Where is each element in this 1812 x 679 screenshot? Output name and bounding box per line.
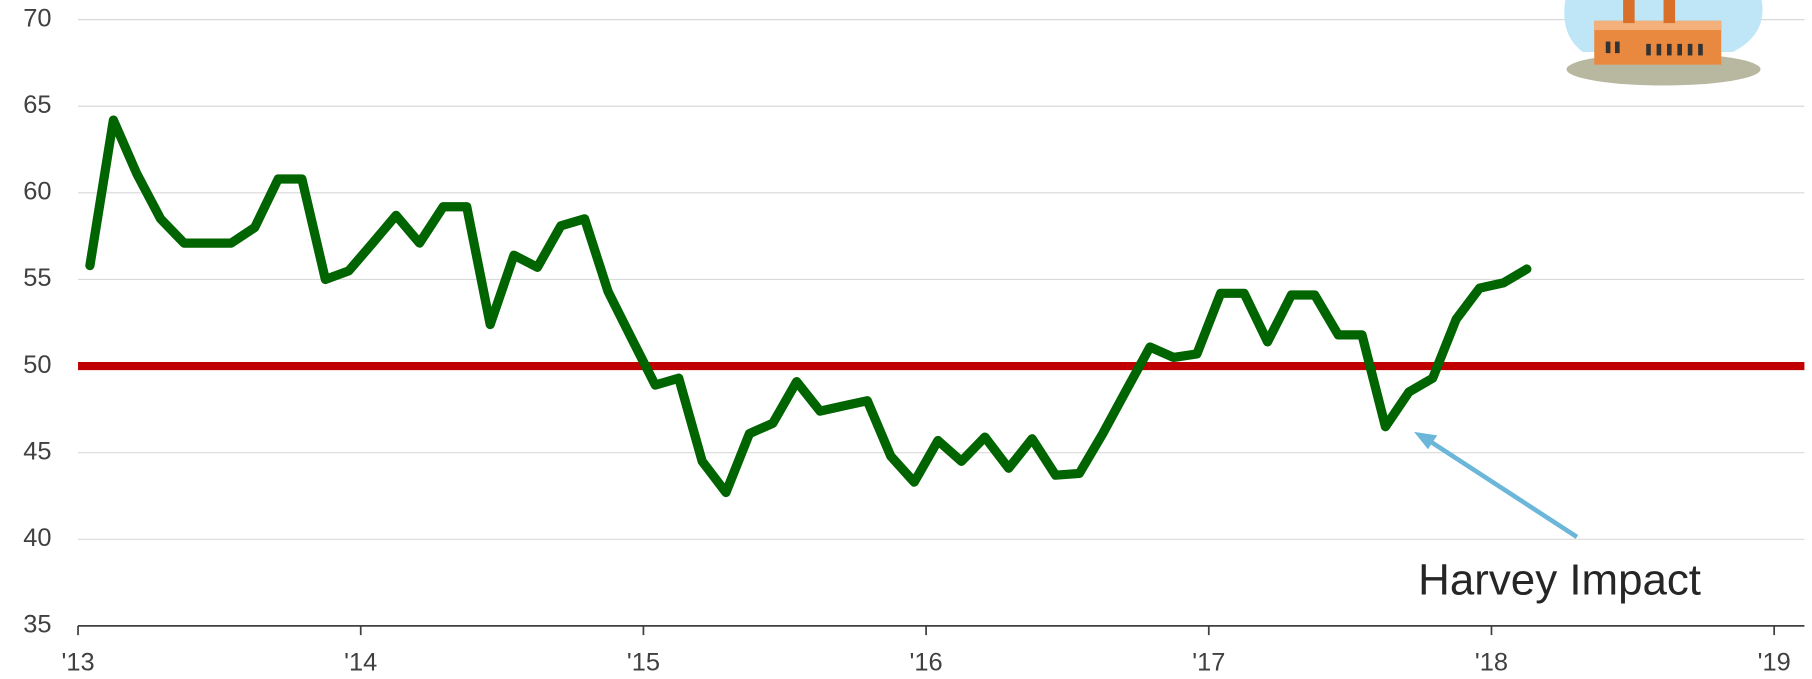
y-tick-label: 40 (23, 524, 51, 552)
factory-icon (1564, 0, 1762, 85)
annotation-arrow (1414, 432, 1577, 537)
annotation: Harvey Impact (1418, 556, 1701, 605)
data-line (90, 120, 1527, 492)
y-tick-label: 70 (23, 4, 51, 32)
x-tick-label: '13 (61, 649, 94, 677)
y-tick-label: 55 (23, 264, 51, 292)
x-tick-label: '17 (1192, 649, 1225, 677)
x-tick-label: '15 (627, 649, 660, 677)
y-tick-label: 65 (23, 91, 51, 119)
y-tick-label: 45 (23, 437, 51, 465)
y-tick-label: 50 (23, 351, 51, 379)
y-tick-label: 60 (23, 178, 51, 206)
chart: 35 40 45 50 55 60 65 70 '13 '14 '15 '16 '17 '18 '19 Ha… (0, 0, 1812, 679)
y-tick-label: 35 (23, 611, 51, 639)
x-tick-label: '18 (1475, 649, 1508, 677)
x-tick-label: '16 (910, 649, 943, 677)
x-tick-label: '19 (1758, 649, 1791, 677)
page: {"chart_data": { "type": "line", "x": [2… (0, 0, 1812, 679)
x-tick-label: '14 (344, 649, 377, 677)
